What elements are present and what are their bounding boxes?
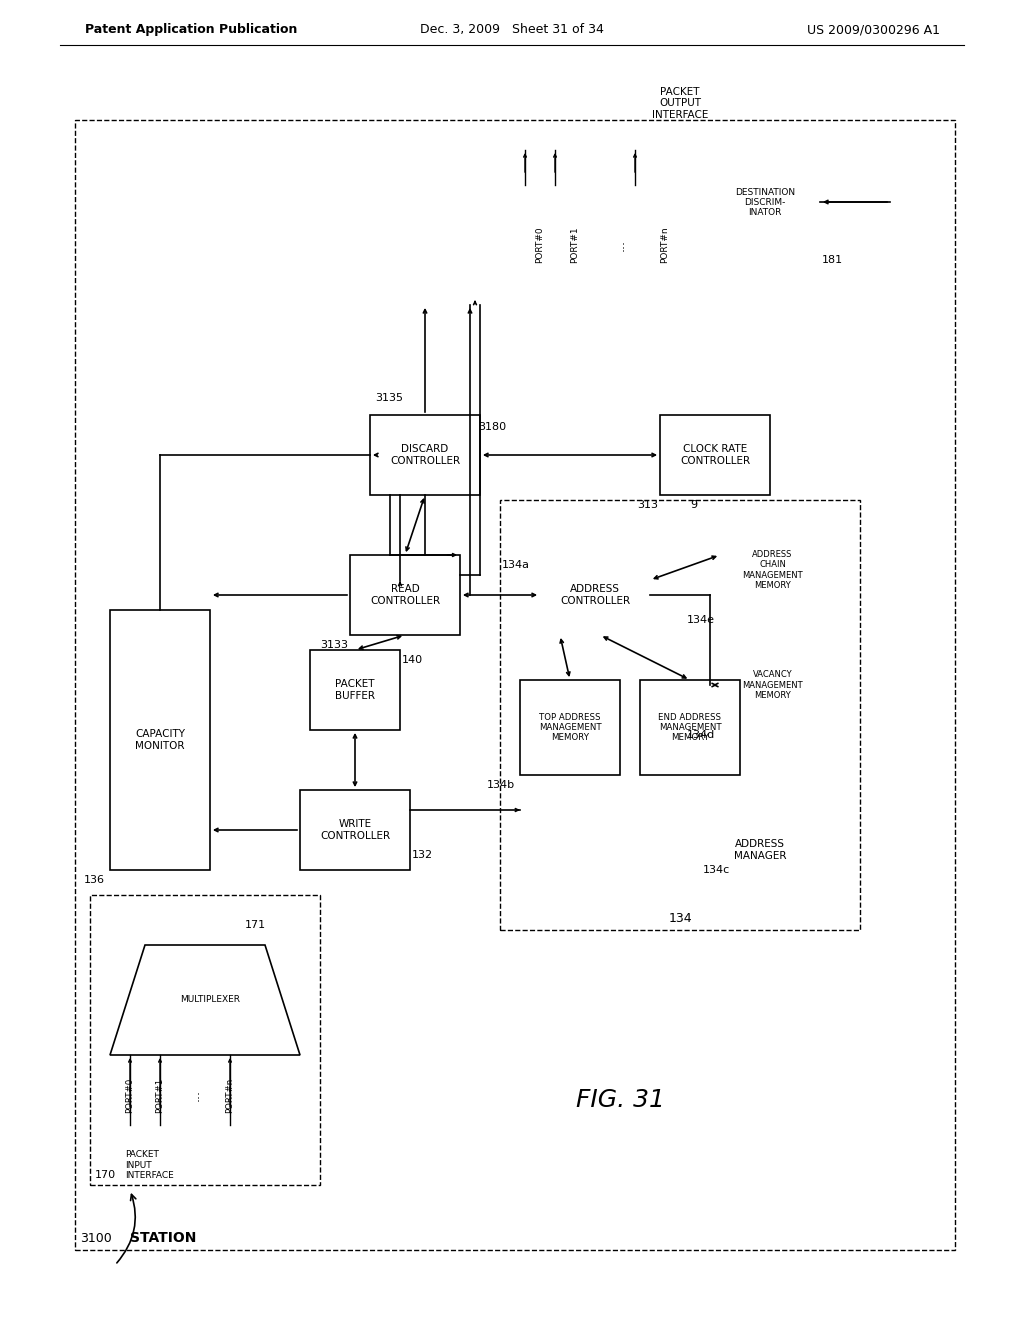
FancyBboxPatch shape: [710, 154, 820, 249]
FancyBboxPatch shape: [370, 414, 480, 495]
Text: 134a: 134a: [502, 560, 530, 570]
Text: 3180: 3180: [478, 422, 506, 432]
Text: 313: 313: [637, 500, 658, 510]
Text: FIG. 31: FIG. 31: [575, 1088, 665, 1111]
FancyBboxPatch shape: [90, 895, 319, 1185]
Text: 170: 170: [95, 1170, 116, 1180]
Text: 136: 136: [84, 875, 105, 884]
Text: 134e: 134e: [687, 615, 715, 624]
Text: 134d: 134d: [687, 730, 715, 741]
Text: Patent Application Publication: Patent Application Publication: [85, 24, 297, 37]
FancyBboxPatch shape: [470, 129, 890, 440]
FancyBboxPatch shape: [720, 531, 825, 610]
Text: ADDRESS
CONTROLLER: ADDRESS CONTROLLER: [560, 585, 630, 606]
Text: CLOCK RATE
CONTROLLER: CLOCK RATE CONTROLLER: [680, 445, 750, 466]
Text: ADDRESS
MANAGER: ADDRESS MANAGER: [734, 840, 786, 861]
Text: PORT#1: PORT#1: [156, 1077, 165, 1113]
Polygon shape: [110, 945, 300, 1055]
Text: 9: 9: [690, 500, 697, 510]
Text: PORT#0: PORT#0: [126, 1077, 134, 1113]
Text: PACKET
BUFFER: PACKET BUFFER: [335, 680, 375, 701]
Text: 132: 132: [412, 850, 433, 861]
FancyBboxPatch shape: [660, 414, 770, 495]
Text: 171: 171: [245, 920, 266, 931]
FancyBboxPatch shape: [350, 554, 460, 635]
FancyBboxPatch shape: [300, 789, 410, 870]
Text: US 2009/0300296 A1: US 2009/0300296 A1: [807, 24, 940, 37]
Text: END ADDRESS
MANAGEMENT
MEMORY: END ADDRESS MANAGEMENT MEMORY: [658, 713, 722, 742]
Text: 3135: 3135: [375, 393, 403, 403]
Text: PACKET
OUTPUT
INTERFACE: PACKET OUTPUT INTERFACE: [652, 87, 709, 120]
FancyBboxPatch shape: [310, 649, 400, 730]
Text: Dec. 3, 2009   Sheet 31 of 34: Dec. 3, 2009 Sheet 31 of 34: [420, 24, 604, 37]
Text: CAPACITY
MONITOR: CAPACITY MONITOR: [135, 729, 185, 751]
Text: PORT#n: PORT#n: [225, 1077, 234, 1113]
Text: PORT#1: PORT#1: [570, 227, 580, 263]
Text: ADDRESS
CHAIN
MANAGEMENT
MEMORY: ADDRESS CHAIN MANAGEMENT MEMORY: [742, 550, 803, 590]
Text: 134: 134: [669, 912, 692, 925]
Text: 134c: 134c: [702, 865, 730, 875]
Text: DISCARD
CONTROLLER: DISCARD CONTROLLER: [390, 445, 460, 466]
Text: MULTIPLEXER: MULTIPLEXER: [180, 995, 240, 1005]
Text: PACKET
INPUT
INTERFACE: PACKET INPUT INTERFACE: [125, 1150, 174, 1180]
Text: 134b: 134b: [486, 780, 515, 789]
Text: VACANCY
MANAGEMENT
MEMORY: VACANCY MANAGEMENT MEMORY: [742, 671, 803, 700]
Text: 3100: 3100: [80, 1232, 112, 1245]
FancyBboxPatch shape: [110, 610, 210, 870]
Text: 3133: 3133: [319, 640, 348, 649]
Text: ...: ...: [613, 239, 627, 251]
Polygon shape: [490, 185, 800, 305]
Text: PORT#0: PORT#0: [536, 227, 545, 263]
FancyBboxPatch shape: [640, 680, 740, 775]
FancyBboxPatch shape: [75, 120, 955, 1250]
Text: 140: 140: [402, 655, 423, 665]
Text: DESTINATION
DISCRIM-
INATOR: DESTINATION DISCRIM- INATOR: [735, 187, 795, 218]
FancyBboxPatch shape: [500, 500, 860, 931]
Text: PORT#n: PORT#n: [660, 227, 670, 263]
FancyBboxPatch shape: [720, 645, 825, 725]
Text: READ
CONTROLLER: READ CONTROLLER: [370, 585, 440, 606]
Text: ...: ...: [188, 1089, 202, 1101]
Text: STATION: STATION: [130, 1232, 197, 1245]
FancyBboxPatch shape: [540, 554, 650, 635]
Text: 181: 181: [822, 255, 843, 265]
Text: TOP ADDRESS
MANAGEMENT
MEMORY: TOP ADDRESS MANAGEMENT MEMORY: [539, 713, 601, 742]
Text: WRITE
CONTROLLER: WRITE CONTROLLER: [319, 820, 390, 841]
FancyBboxPatch shape: [520, 680, 620, 775]
